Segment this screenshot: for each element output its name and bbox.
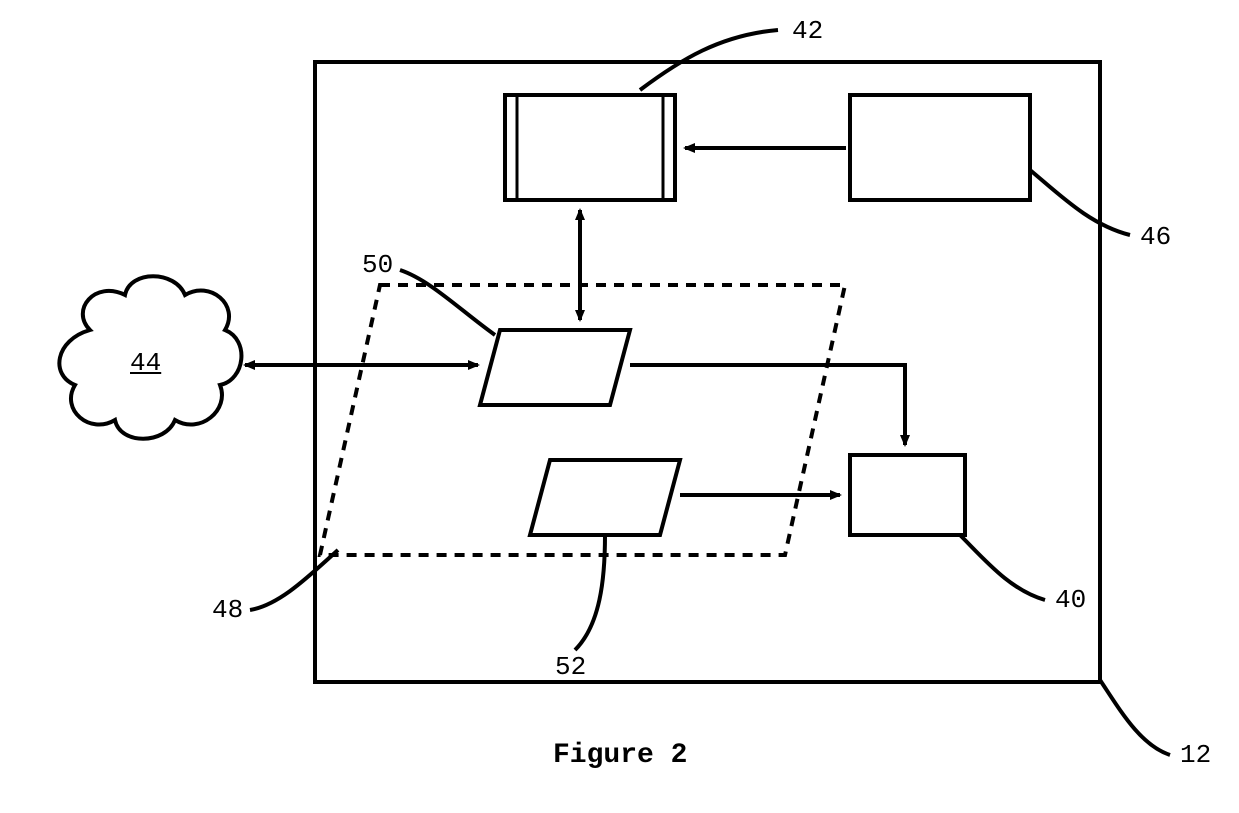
diagram-svg	[0, 0, 1239, 813]
label-52: 52	[555, 652, 586, 682]
block-46	[850, 95, 1030, 200]
parallelogram-50	[480, 330, 630, 405]
label-40: 40	[1055, 585, 1086, 615]
leader-52	[575, 535, 605, 650]
arrow-50-to-40	[630, 365, 905, 445]
label-46: 46	[1140, 222, 1171, 252]
leader-12	[1100, 680, 1170, 755]
figure-title: Figure 2	[553, 740, 687, 771]
label-42: 42	[792, 16, 823, 46]
leader-48	[250, 550, 338, 610]
label-44: 44	[130, 348, 161, 378]
label-12: 12	[1180, 740, 1211, 770]
label-48: 48	[212, 595, 243, 625]
diagram-canvas: 42 46 44 50 48 52 40 12 Figure 2	[0, 0, 1239, 813]
leader-50	[400, 270, 495, 335]
block-42	[505, 95, 675, 200]
block-40	[850, 455, 965, 535]
leader-40	[960, 535, 1045, 600]
label-50: 50	[362, 250, 393, 280]
parallelogram-52	[530, 460, 680, 535]
leader-46	[1030, 170, 1130, 235]
